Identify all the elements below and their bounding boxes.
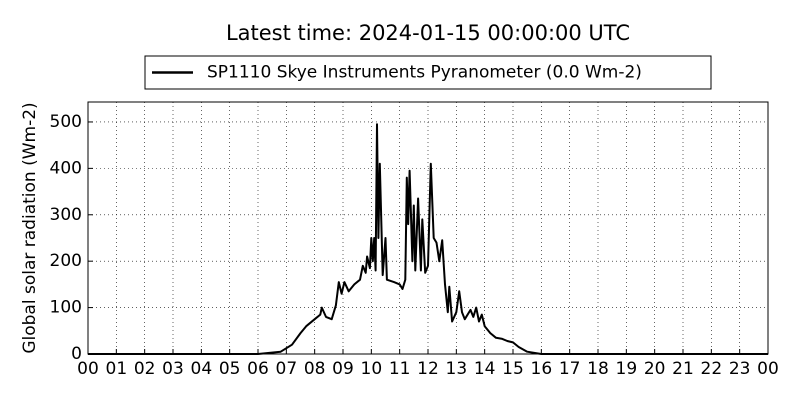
- y-tick-label: 300: [50, 205, 82, 225]
- x-tick-label: 20: [644, 359, 666, 379]
- y-tick-label: 500: [50, 112, 82, 132]
- x-tick-label: 05: [219, 359, 241, 379]
- x-tick-label: 17: [559, 359, 581, 379]
- x-tick-label: 00: [757, 359, 779, 379]
- y-tick-label: 0: [71, 344, 82, 364]
- x-tick-label: 16: [531, 359, 553, 379]
- chart-title: Latest time: 2024-01-15 00:00:00 UTC: [226, 21, 630, 45]
- x-tick-label: 02: [134, 359, 156, 379]
- plot-frame: [87, 101, 769, 355]
- x-tick-label: 23: [729, 359, 751, 379]
- y-axis-label: Global solar radiation (Wm-2): [20, 102, 40, 353]
- x-tick-label: 18: [587, 359, 609, 379]
- y-tick-label: 100: [50, 298, 82, 318]
- y-tick-label: 400: [50, 158, 82, 178]
- x-tick-label: 08: [304, 359, 326, 379]
- x-tick-label: 22: [701, 359, 723, 379]
- x-tick-label: 19: [616, 359, 638, 379]
- x-tick-label: 15: [502, 359, 524, 379]
- x-tick-label: 04: [191, 359, 213, 379]
- x-tick-label: 13: [446, 359, 468, 379]
- y-tick-label: 200: [50, 251, 82, 271]
- x-tick-label: 03: [162, 359, 184, 379]
- x-tick-label: 06: [247, 359, 269, 379]
- x-tick-label: 10: [361, 359, 383, 379]
- x-tick-label: 07: [276, 359, 298, 379]
- x-tick-label: 09: [332, 359, 354, 379]
- x-tick-label: 14: [474, 359, 496, 379]
- x-tick-label: 11: [389, 359, 411, 379]
- legend-box: [144, 55, 712, 90]
- x-tick-label: 21: [672, 359, 694, 379]
- x-tick-label: 12: [417, 359, 439, 379]
- data-line: [88, 123, 768, 355]
- x-tick-label: 00: [77, 359, 99, 379]
- x-tick-label: 01: [106, 359, 128, 379]
- legend-label: SP1110 Skye Instruments Pyranometer (0.0…: [207, 63, 642, 83]
